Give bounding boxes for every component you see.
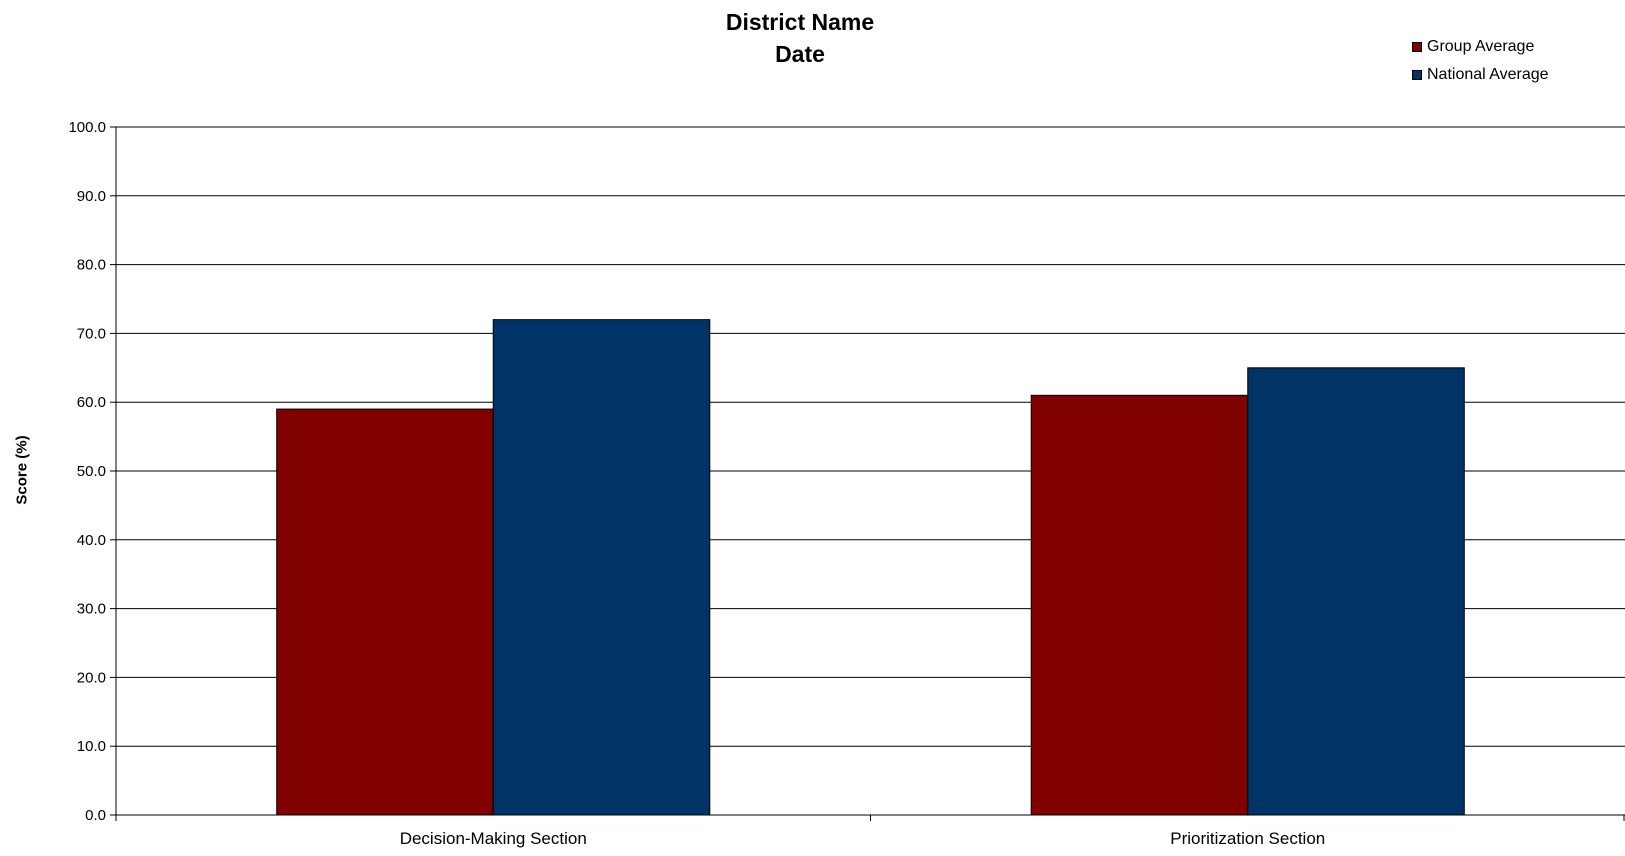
legend-swatch-group-average: [1412, 42, 1422, 52]
bar-group-average: [1030, 394, 1249, 816]
y-tick-label: 90.0: [77, 188, 106, 205]
chart-legend: Group Average National Average: [1412, 33, 1549, 89]
bar-national-average: [492, 319, 711, 816]
y-tick-label: 30.0: [77, 601, 106, 618]
y-tick-label: 100.0: [68, 119, 106, 136]
legend-label-group-average: Group Average: [1427, 38, 1535, 55]
y-tick-label: 80.0: [77, 257, 106, 274]
chart-title-line-2: Date: [775, 41, 825, 67]
y-tick-label: 60.0: [77, 394, 106, 411]
y-tick-label: 0.0: [85, 807, 106, 824]
legend-swatch-national-average: [1412, 70, 1422, 80]
bar-group-average: [276, 408, 494, 816]
bar-national-average: [1247, 367, 1465, 816]
legend-item-national-average: National Average: [1412, 61, 1549, 89]
y-tick-label: 70.0: [77, 325, 106, 342]
y-tick-label: 20.0: [77, 669, 106, 686]
legend-item-group-average: Group Average: [1412, 33, 1549, 61]
y-tick-label: 40.0: [77, 532, 106, 549]
legend-label-national-average: National Average: [1427, 66, 1549, 83]
y-tick-label: 50.0: [77, 463, 106, 480]
chart-title-line-1: District Name: [725, 9, 875, 35]
y-tick-label: 10.0: [77, 738, 106, 755]
x-category-label: Decision-Making Section: [400, 829, 587, 848]
chart-title: District Name Date: [600, 6, 1000, 70]
x-category-label: Prioritization Section: [1170, 829, 1325, 848]
